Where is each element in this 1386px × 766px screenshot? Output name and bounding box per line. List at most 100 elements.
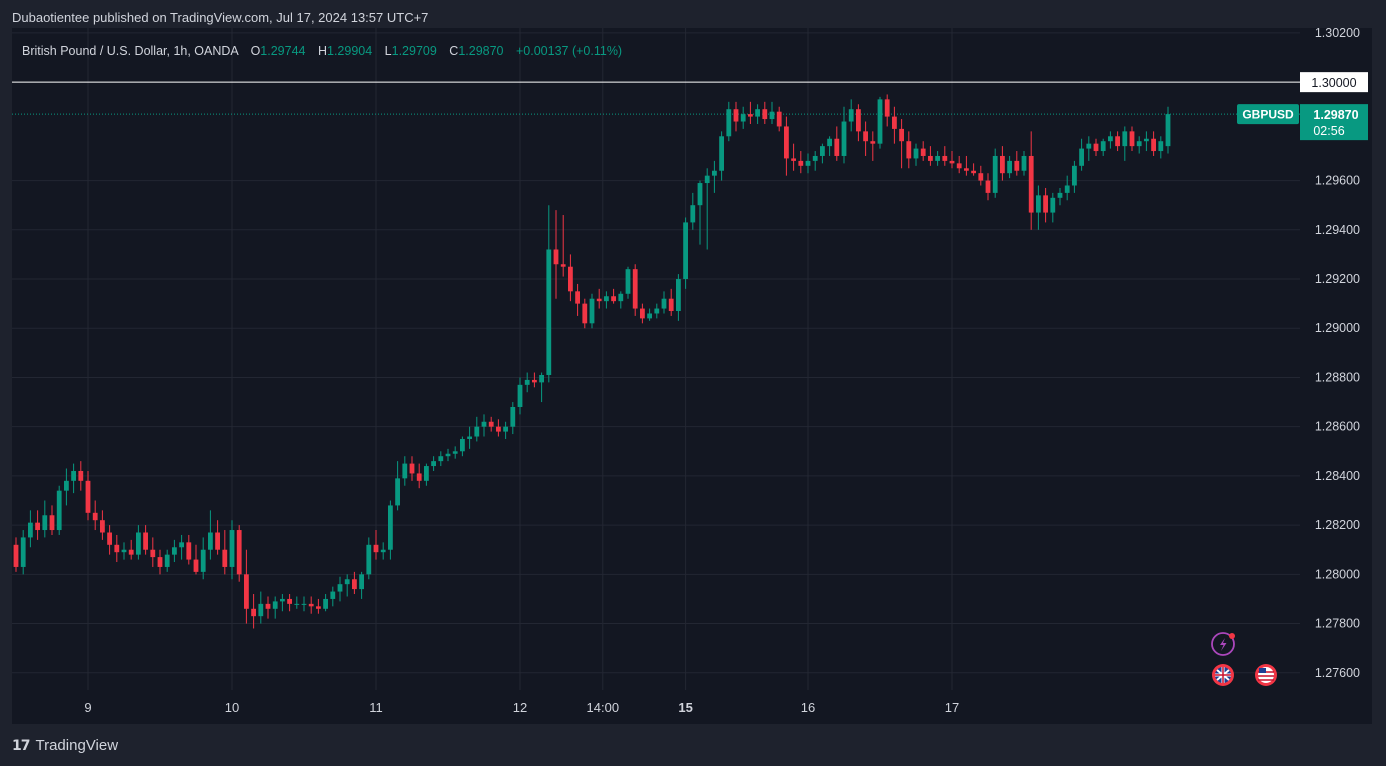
candle-body: [971, 170, 976, 174]
candle-body: [985, 180, 991, 193]
candle: [150, 537, 156, 567]
candle-body: [359, 574, 364, 590]
candle: [1072, 160, 1077, 193]
candle: [1021, 151, 1027, 176]
candle-body: [193, 559, 199, 572]
candle-body: [582, 303, 588, 324]
candle-body: [150, 549, 156, 558]
candle-body: [640, 308, 645, 319]
candle: [208, 510, 213, 560]
candle: [985, 173, 991, 201]
candle-body: [978, 173, 984, 181]
x-tick-label: 14:00: [587, 700, 620, 715]
candle: [352, 571, 357, 595]
candle: [553, 210, 559, 299]
candle: [1144, 131, 1149, 152]
candle-body: [683, 222, 688, 280]
close-value: 1.29870: [458, 44, 503, 58]
candle-body: [380, 549, 386, 553]
uk-flag-event-icon[interactable]: [1212, 664, 1234, 686]
candle-body: [841, 121, 847, 156]
us-flag-event-icon[interactable]: [1255, 664, 1277, 686]
candle: [784, 116, 789, 176]
x-tick-label: 11: [369, 700, 383, 715]
candle-body: [733, 109, 739, 122]
candle: [877, 96, 883, 149]
candle-body: [546, 249, 552, 375]
candle: [316, 598, 321, 614]
candle: [848, 99, 854, 132]
candle: [740, 106, 746, 129]
candle-body: [524, 379, 530, 385]
low-label: L: [385, 44, 392, 58]
candle: [1108, 131, 1113, 149]
candle-body: [604, 296, 609, 302]
candle: [1028, 131, 1034, 230]
candle-body: [877, 99, 883, 144]
candle: [1086, 136, 1092, 161]
candle: [222, 530, 228, 575]
candle-body: [726, 109, 732, 137]
candle: [287, 594, 292, 612]
candle: [863, 121, 868, 156]
candle: [798, 151, 804, 174]
candle: [337, 576, 343, 602]
candle-body: [71, 470, 76, 481]
candle: [143, 525, 148, 555]
candle: [359, 571, 364, 599]
open-value: 1.29744: [260, 44, 305, 58]
candle: [827, 136, 832, 156]
candle: [539, 372, 544, 403]
lightning-event-icon[interactable]: [1211, 632, 1235, 656]
candle-body: [1000, 155, 1005, 174]
candle: [596, 288, 602, 309]
candle: [582, 298, 588, 329]
candle: [1079, 138, 1084, 171]
candle-body: [136, 532, 141, 555]
price-axis: 1.30200 1.29600 1.29400 1.29200 1.29000 1.288…: [1315, 26, 1360, 680]
candle: [114, 534, 120, 563]
symbol-legend: British Pound / U.S. Dollar, 1h, OANDA O…: [22, 44, 622, 58]
candle: [1129, 126, 1135, 152]
y-tick-label: 1.29000: [1315, 321, 1360, 335]
time-axis-area: [12, 690, 1372, 724]
candle-body: [668, 298, 674, 312]
candle: [1151, 131, 1156, 156]
candle: [546, 205, 552, 383]
candle: [618, 291, 624, 309]
candle-body: [503, 426, 508, 432]
countdown-label: 02:56: [1313, 124, 1344, 138]
candle: [380, 542, 386, 560]
candle-body: [1072, 165, 1077, 186]
candle: [856, 104, 861, 142]
y-tick-label: 1.28600: [1315, 420, 1360, 434]
candle-body: [1028, 155, 1034, 213]
candle-body: [719, 136, 724, 171]
candle-body: [323, 598, 328, 609]
candle-body: [740, 114, 746, 122]
candle-body: [589, 298, 595, 324]
candle: [229, 520, 235, 580]
candle-body: [1086, 143, 1092, 149]
candle-body: [791, 158, 796, 161]
y-tick-label: 1.28400: [1315, 469, 1360, 483]
candle: [1158, 136, 1164, 159]
candle: [64, 468, 69, 506]
candle-body: [157, 557, 163, 567]
candle: [481, 414, 487, 437]
candle-body: [553, 249, 559, 265]
candle: [762, 101, 768, 124]
candle-body: [647, 313, 652, 319]
tradingview-brand[interactable]: 17 TradingView: [12, 737, 118, 754]
candle-body: [834, 138, 840, 156]
candle: [1115, 131, 1120, 152]
candle-body: [1144, 138, 1149, 142]
candle-body: [625, 269, 631, 294]
candle-body: [388, 505, 393, 550]
candle: [308, 596, 314, 614]
candle-body: [287, 598, 292, 604]
candle: [632, 264, 638, 316]
grid-lines: [12, 28, 1300, 690]
candle-body: [445, 453, 451, 457]
